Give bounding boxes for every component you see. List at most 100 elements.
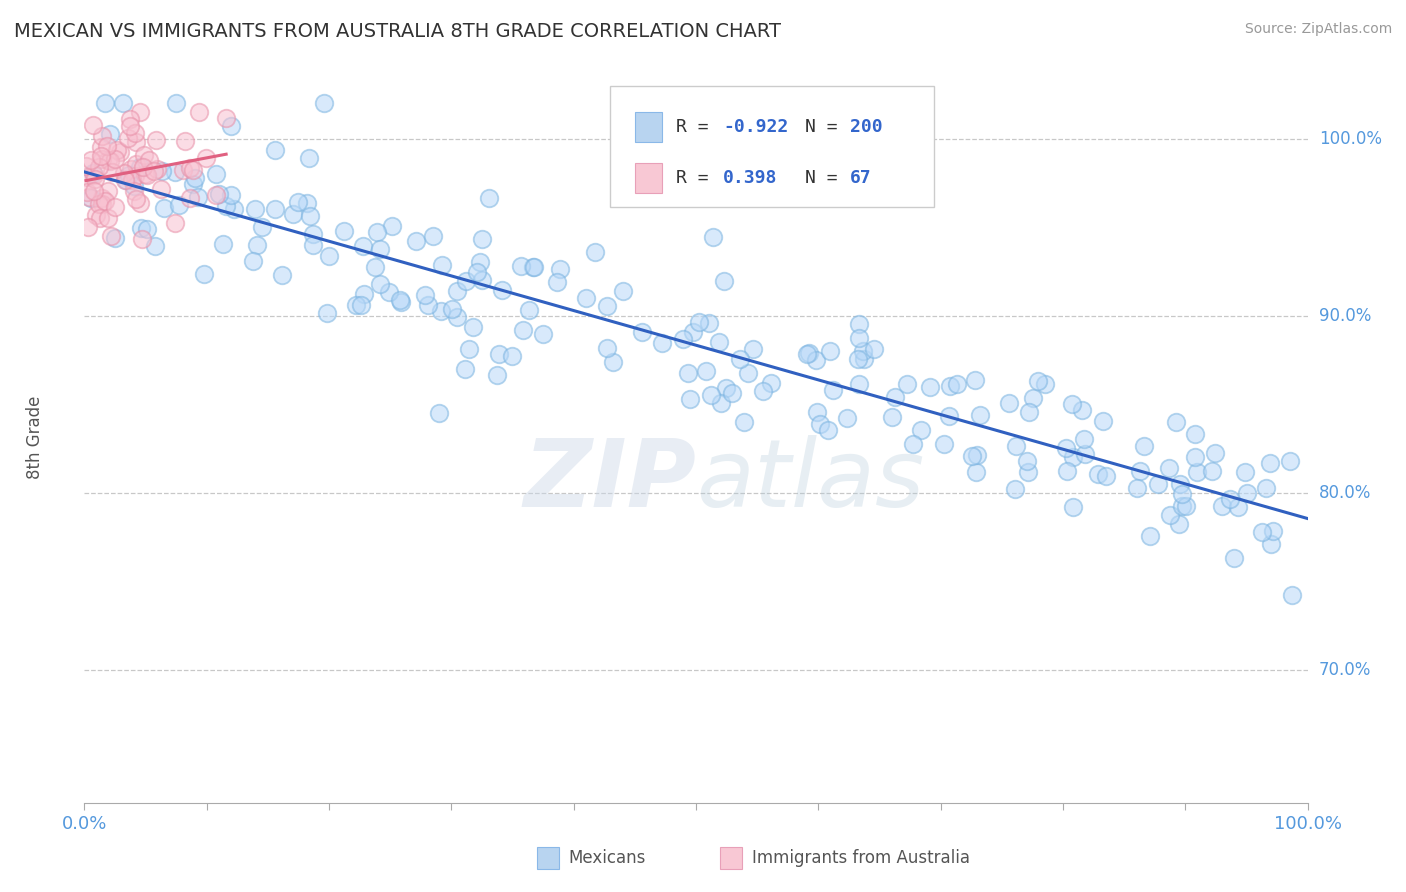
Text: 80.0%: 80.0% [1319,483,1371,502]
Point [463,320,485,334]
Point [509,260,531,274]
Point [179,161,201,175]
Point [208,186,231,201]
Point [301,227,323,242]
Point [111,96,134,111]
Point [163,165,186,179]
Point [1017,454,1039,468]
Point [1159,508,1181,522]
Point [121,173,143,187]
Point [1026,375,1049,389]
Point [733,416,755,430]
Point [446,310,468,324]
Point [219,188,242,202]
Point [1219,491,1241,506]
Text: R =: R = [676,118,720,136]
Point [517,302,540,317]
Point [679,392,702,406]
Point [818,343,841,358]
Point [901,436,924,450]
Point [131,232,153,246]
Point [352,238,374,252]
Point [90,139,112,153]
Point [1222,550,1244,565]
Point [344,298,367,312]
Point [910,423,932,437]
Point [150,182,173,196]
Text: 200: 200 [851,118,883,136]
Point [457,342,479,356]
Text: 67: 67 [851,169,872,187]
Point [318,249,340,263]
Point [966,448,988,462]
Point [523,260,546,275]
Point [215,199,238,213]
Point [187,190,209,204]
Point [112,166,135,180]
Point [848,331,870,345]
Point [531,326,554,341]
Point [79,153,101,168]
Bar [636,112,662,142]
Point [195,151,218,165]
Point [129,195,152,210]
Point [132,148,155,162]
Point [122,178,145,193]
Point [389,295,412,310]
Point [880,409,903,424]
Point [430,258,453,272]
Point [602,355,624,369]
Point [808,417,831,431]
Point [250,219,273,234]
Point [97,211,120,226]
Point [145,239,167,253]
Point [75,160,97,174]
Point [1250,524,1272,539]
Point [1204,445,1226,459]
Point [264,143,287,157]
Point [752,384,775,398]
Point [153,201,176,215]
Text: N =: N = [804,118,848,136]
Point [165,216,187,230]
Point [405,235,427,249]
Point [1018,405,1040,419]
Point [281,207,304,221]
Point [90,149,112,163]
Point [100,229,122,244]
Point [82,166,104,180]
Point [93,96,115,111]
Point [796,347,818,361]
Point [969,408,991,422]
Point [134,167,156,181]
Point [125,192,148,206]
Point [454,274,477,288]
Point [1033,377,1056,392]
Point [742,342,765,356]
Point [124,169,146,184]
Point [179,191,201,205]
Point [353,286,375,301]
Point [934,437,956,451]
Point [77,190,100,204]
Text: N =: N = [804,169,848,187]
Point [1073,433,1095,447]
Point [848,318,870,332]
Point [167,198,190,212]
Point [104,200,127,214]
Point [1171,499,1194,513]
Point [631,325,654,339]
Point [131,160,153,174]
Point [1056,464,1078,478]
Point [446,284,468,298]
Point [797,346,820,360]
Point [90,128,112,143]
Point [105,144,128,158]
Point [938,409,960,424]
Text: Source: ZipAtlas.com: Source: ZipAtlas.com [1244,22,1392,37]
Point [1139,529,1161,543]
Point [1170,476,1192,491]
Point [89,211,111,226]
Point [1017,465,1039,479]
Text: 90.0%: 90.0% [1319,307,1371,325]
